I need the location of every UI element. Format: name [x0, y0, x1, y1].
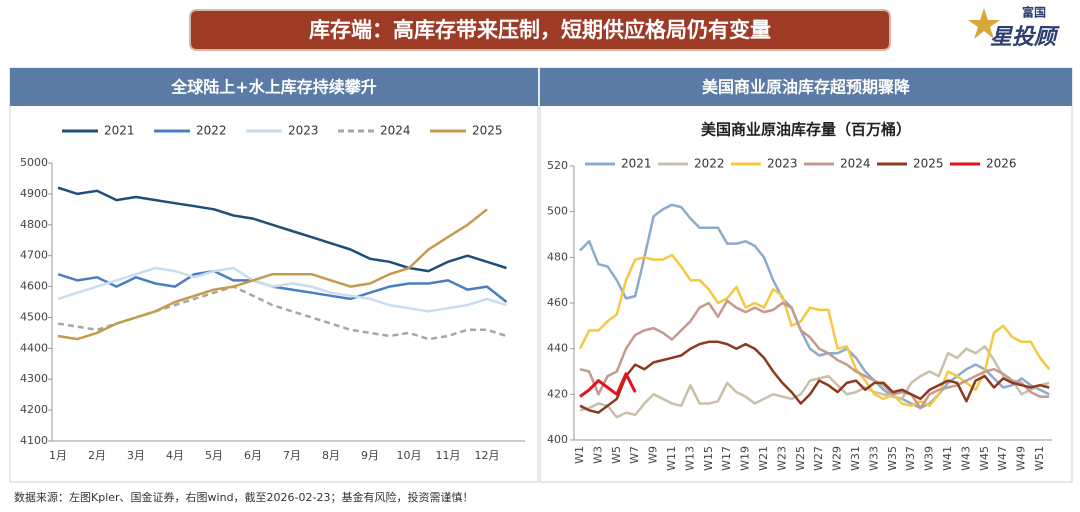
y-tick-label: 4500 — [20, 310, 48, 323]
x-tick-label: W37 — [904, 446, 917, 471]
x-tick-label: W43 — [959, 446, 972, 471]
y-tick-label: 520 — [547, 159, 568, 172]
y-tick-label: 4700 — [20, 249, 48, 262]
logo-big: 星投顾 — [990, 25, 1060, 50]
x-tick-label: 6月 — [244, 449, 262, 462]
x-tick-label: 7月 — [283, 449, 301, 462]
x-tick-label: W33 — [867, 446, 880, 471]
x-tick-label: 4月 — [166, 449, 184, 462]
legend-label: 2025 — [472, 124, 503, 138]
legend-label: 2021 — [621, 157, 652, 171]
y-tick-label: 5000 — [20, 156, 48, 169]
series-line — [579, 203, 1050, 410]
y-tick-label: 4200 — [20, 403, 48, 416]
legend-label: 2022 — [196, 124, 227, 138]
source-note: 数据来源：左图Kpler、国金证券，右图wind，截至2026-02-23；基金… — [14, 490, 473, 504]
legend-label: 2023 — [288, 124, 319, 138]
x-tick-label: W27 — [812, 446, 825, 471]
y-tick-label: 440 — [547, 342, 568, 355]
x-tick-label: W19 — [739, 446, 752, 471]
x-tick-label: W45 — [978, 446, 991, 471]
y-tick-label: 500 — [547, 205, 568, 218]
logo-star — [968, 8, 1000, 39]
x-tick-label: W25 — [794, 446, 807, 471]
x-tick-label: W21 — [757, 446, 770, 471]
x-tick-label: 3月 — [127, 449, 145, 462]
x-tick-label: W41 — [941, 446, 954, 471]
x-tick-label: 11月 — [436, 449, 461, 462]
x-tick-label: 1月 — [49, 449, 67, 462]
left-panel-header — [10, 68, 538, 106]
x-tick-label: W1 — [573, 446, 586, 464]
y-tick-label: 480 — [547, 250, 568, 263]
series-line — [579, 299, 1050, 410]
x-tick-label: W51 — [1033, 446, 1046, 471]
x-tick-label: W11 — [665, 446, 678, 471]
y-tick-label: 4400 — [20, 341, 48, 354]
y-tick-label: 4900 — [20, 187, 48, 200]
x-tick-label: W47 — [996, 446, 1009, 471]
y-tick-label: 4600 — [20, 280, 48, 293]
legend-label: 2026 — [986, 157, 1017, 171]
title-banner — [189, 9, 891, 51]
panel-title: 全球陆上+水上库存持续攀升 — [170, 78, 376, 97]
x-tick-label: W17 — [720, 446, 733, 471]
x-tick-label: 8月 — [322, 449, 340, 462]
panel-title: 美国商业原油库存超预期骤降 — [702, 78, 911, 97]
legend-label: 2022 — [694, 157, 725, 171]
x-tick-label: W31 — [849, 446, 862, 471]
series-line — [57, 266, 507, 313]
series-line — [57, 269, 508, 303]
y-tick-label: 420 — [547, 387, 568, 400]
series-line — [579, 345, 1050, 419]
series-line — [57, 285, 507, 341]
y-tick-label: 400 — [547, 433, 568, 446]
x-tick-label: W13 — [683, 446, 696, 471]
x-tick-label: W9 — [647, 446, 660, 464]
x-tick-label: 2月 — [88, 449, 106, 462]
x-tick-label: W35 — [886, 446, 899, 471]
legend-label: 2023 — [767, 157, 798, 171]
legend-label: 2024 — [380, 124, 411, 138]
x-tick-label: 12月 — [475, 449, 500, 462]
slide-title: 库存端：高库存带来压制，短期供应格局仍有变量 — [309, 18, 771, 42]
legend-label: 2021 — [104, 124, 135, 138]
y-tick-label: 460 — [547, 296, 568, 309]
x-tick-label: 10月 — [397, 449, 422, 462]
x-tick-label: W3 — [591, 446, 604, 464]
x-tick-label: W23 — [775, 446, 788, 471]
series-line — [578, 253, 1051, 408]
x-tick-label: W15 — [702, 446, 715, 471]
y-tick-label: 4100 — [20, 434, 48, 447]
x-tick-label: W7 — [628, 446, 641, 464]
x-tick-label: W5 — [610, 446, 623, 464]
legend-label: 2024 — [840, 157, 871, 171]
series-line — [579, 340, 1050, 414]
y-tick-label: 4800 — [20, 218, 48, 231]
series-line — [57, 208, 488, 341]
x-tick-label: W39 — [923, 446, 936, 471]
series-line — [57, 186, 507, 273]
series-line — [579, 372, 637, 398]
legend-label: 2025 — [913, 157, 944, 171]
y-tick-label: 4300 — [20, 372, 48, 385]
logo-small: 富国 — [1022, 5, 1046, 20]
chart-title: 美国商业原油库存量（百万桶） — [701, 121, 911, 139]
x-tick-label: W29 — [831, 446, 844, 471]
x-tick-label: W49 — [1015, 446, 1028, 471]
x-tick-label: 5月 — [205, 449, 223, 462]
right-panel-header — [540, 68, 1072, 106]
x-tick-label: 9月 — [361, 449, 379, 462]
